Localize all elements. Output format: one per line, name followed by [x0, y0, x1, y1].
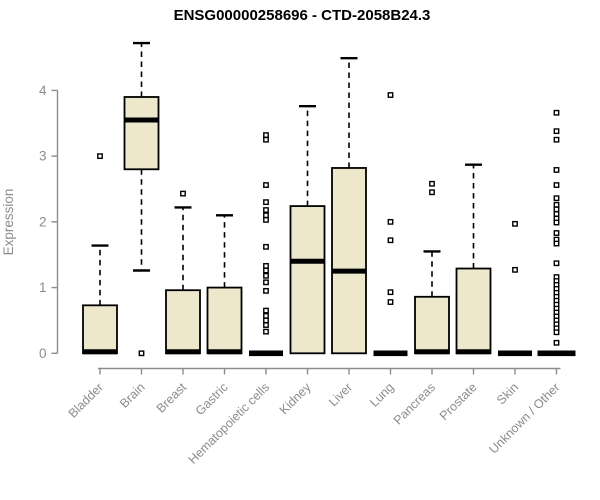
box-group	[414, 180, 450, 355]
box-group	[373, 92, 408, 357]
outlier-point	[553, 260, 560, 267]
box-rect	[165, 289, 201, 355]
outlier-point	[263, 132, 269, 139]
outlier-point	[387, 237, 394, 244]
outlier-point	[138, 350, 145, 357]
x-tick-label: Brain	[117, 380, 148, 411]
box-group	[498, 220, 532, 357]
x-tick-label: Prostate	[437, 380, 480, 423]
outlier-point	[263, 328, 269, 335]
collapsed-box-bar	[498, 350, 532, 357]
y-tick-label: 4	[39, 83, 47, 98]
outlier-point	[263, 272, 269, 279]
collapsed-box-bar	[249, 350, 283, 357]
outlier-point	[180, 190, 186, 197]
collapsed-box-bar	[537, 350, 576, 357]
box-group	[123, 41, 160, 357]
outlier-point	[97, 153, 103, 160]
outlier-point	[263, 279, 269, 286]
x-tick-label: Gastric	[193, 380, 231, 418]
box-group	[82, 153, 118, 355]
box-group	[455, 163, 492, 355]
x-tick-label: Kidney	[277, 380, 314, 417]
x-tick-label: Pancreas	[391, 380, 438, 427]
box-rect	[289, 205, 326, 355]
box-rect	[206, 286, 243, 355]
y-axis-label: Expression	[1, 189, 16, 256]
outlier-point	[387, 92, 394, 98]
outlier-point	[512, 266, 518, 273]
outlier-point	[387, 218, 394, 225]
outlier-point	[263, 182, 269, 188]
outlier-point	[553, 128, 560, 135]
x-tick-label: Hematopoietic cells	[186, 380, 273, 467]
chart-title: ENSG00000258696 - CTD-2058B24.3	[174, 7, 431, 24]
box-rect	[414, 295, 450, 355]
outlier-point	[263, 262, 269, 269]
x-tick-label: Liver	[326, 380, 355, 409]
x-tick-label: Bladder	[66, 380, 106, 420]
box-rect	[455, 267, 492, 355]
outlier-point	[512, 220, 518, 227]
outlier-point	[429, 189, 435, 196]
box-group	[249, 132, 283, 357]
y-tick-label: 2	[39, 214, 47, 229]
outlier-point	[263, 243, 269, 250]
box-group	[331, 57, 367, 355]
outlier-point	[387, 289, 394, 296]
outlier-point	[553, 182, 560, 188]
y-tick-label: 3	[39, 149, 47, 164]
outlier-point	[263, 267, 269, 274]
outlier-point	[553, 136, 560, 143]
collapsed-box-bar	[373, 350, 408, 357]
outlier-point	[553, 206, 560, 213]
outlier-point	[553, 201, 560, 208]
outlier-point	[263, 212, 269, 219]
outlier-point	[553, 230, 560, 236]
outlier-point	[263, 307, 269, 314]
box-rect	[331, 167, 367, 355]
y-tick-label: 0	[39, 346, 47, 361]
outlier-point	[263, 136, 269, 143]
outlier-point	[263, 312, 269, 319]
outlier-point	[553, 195, 560, 202]
box-rect	[82, 304, 118, 355]
box-group	[537, 109, 576, 357]
outlier-point	[263, 216, 269, 223]
outlier-point	[553, 109, 560, 116]
outlier-point	[263, 287, 269, 294]
y-tick-label: 1	[39, 280, 47, 295]
outlier-point	[263, 317, 269, 324]
outlier-point	[387, 299, 394, 305]
outlier-point	[553, 339, 560, 346]
outlier-point	[553, 167, 560, 173]
outlier-point	[553, 219, 560, 226]
outlier-point	[263, 207, 269, 213]
outlier-point	[429, 180, 435, 187]
box-group	[165, 190, 201, 355]
box-group	[289, 104, 326, 355]
x-tick-label: Unknown / Other	[486, 380, 562, 456]
x-tick-label: Breast	[154, 380, 190, 416]
boxes-layer	[82, 41, 576, 357]
outlier-point	[553, 211, 560, 217]
x-tick-label: Lung	[367, 380, 397, 410]
box-rect	[123, 96, 160, 171]
outlier-point	[263, 322, 269, 328]
outlier-point	[553, 240, 560, 247]
box-group	[206, 214, 243, 355]
x-tick-label: Skin	[494, 380, 521, 407]
outlier-point	[263, 199, 269, 206]
outlier-point	[553, 329, 560, 336]
